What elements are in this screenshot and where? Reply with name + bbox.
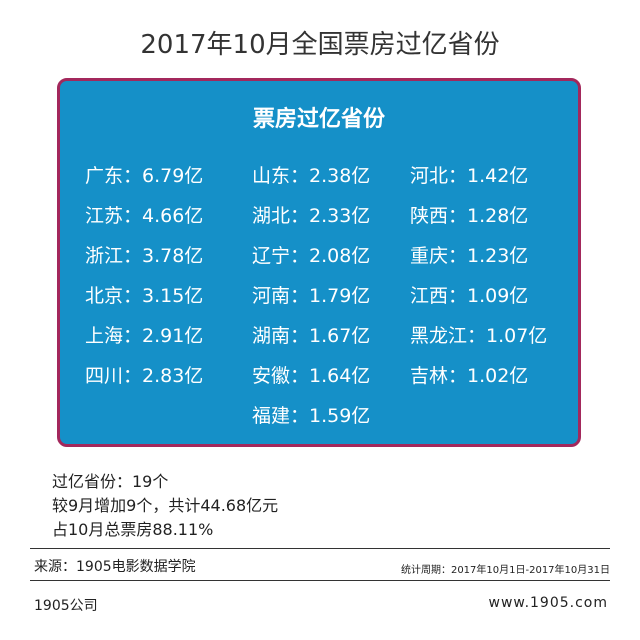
province-item: 福建：1.59亿 (252, 405, 371, 427)
province-item: 浙江：3.78亿 (85, 245, 204, 267)
summary-line: 较9月增加9个，共计44.68亿元 (52, 496, 279, 515)
panel: 票房过亿省份 广东：6.79亿 江苏：4.66亿 浙江：3.78亿 北京：3.15亿上… (57, 78, 581, 447)
province-item: 山东：2.38亿 (252, 165, 371, 187)
province-item: 重庆：1.23亿 (410, 245, 529, 267)
province-item: 河南：1.79亿 (252, 285, 371, 307)
province-item: 湖北：2.33亿 (252, 205, 371, 227)
province-item: 上海：2.91亿 (85, 325, 204, 347)
province-item: 北京：3.15亿 (85, 285, 204, 307)
province-item: 江西：1.09亿 (410, 285, 529, 307)
footer-left: 1905公司 (34, 598, 98, 614)
divider (30, 548, 610, 549)
province-item: 吉林：1.02亿 (410, 365, 529, 387)
footer-right: www.1905.com (488, 595, 608, 611)
province-item: 江苏：4.66亿 (85, 205, 204, 227)
panel-title: 票房过亿省份 (252, 107, 385, 132)
province-item: 四川：2.83亿 (85, 365, 204, 387)
province-item: 河北：1.42亿 (410, 165, 529, 187)
summary-line: 占10月总票房88.11% (52, 520, 214, 539)
province-item: 广东：6.79亿 (85, 165, 204, 187)
province-item: 湖南：1.67亿 (252, 325, 371, 347)
period: 统计周期：2017年10月1日-2017年10月31日 (400, 565, 610, 576)
province-item: 黑龙江：1.07亿 (410, 325, 548, 347)
summary-line: 过亿省份：19个 (52, 472, 169, 491)
divider (30, 580, 610, 581)
province-item: 陕西：1.28亿 (410, 205, 529, 227)
province-item: 辽宁：2.08亿 (252, 245, 371, 267)
page-title: 2017年10月全国票房过亿省份 (140, 30, 500, 60)
source: 来源：1905电影数据学院 (34, 559, 196, 575)
province-item: 安徽：1.64亿 (252, 365, 371, 387)
